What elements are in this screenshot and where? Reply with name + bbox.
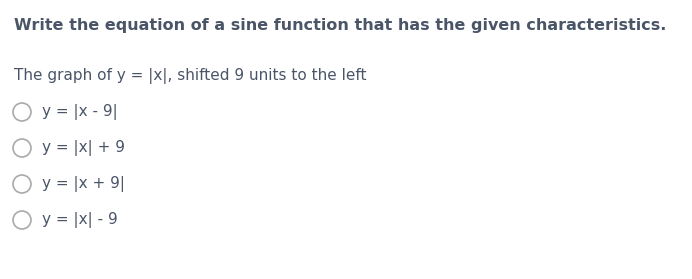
Text: y = |x - 9|: y = |x - 9| <box>42 104 118 120</box>
Text: y = |x + 9|: y = |x + 9| <box>42 176 125 192</box>
Text: y = |x| + 9: y = |x| + 9 <box>42 140 125 156</box>
Text: Write the equation of a sine function that has the given characteristics.: Write the equation of a sine function th… <box>14 18 666 33</box>
Text: y = |x| - 9: y = |x| - 9 <box>42 212 118 228</box>
Text: The graph of y = |x|, shifted 9 units to the left: The graph of y = |x|, shifted 9 units to… <box>14 68 367 84</box>
